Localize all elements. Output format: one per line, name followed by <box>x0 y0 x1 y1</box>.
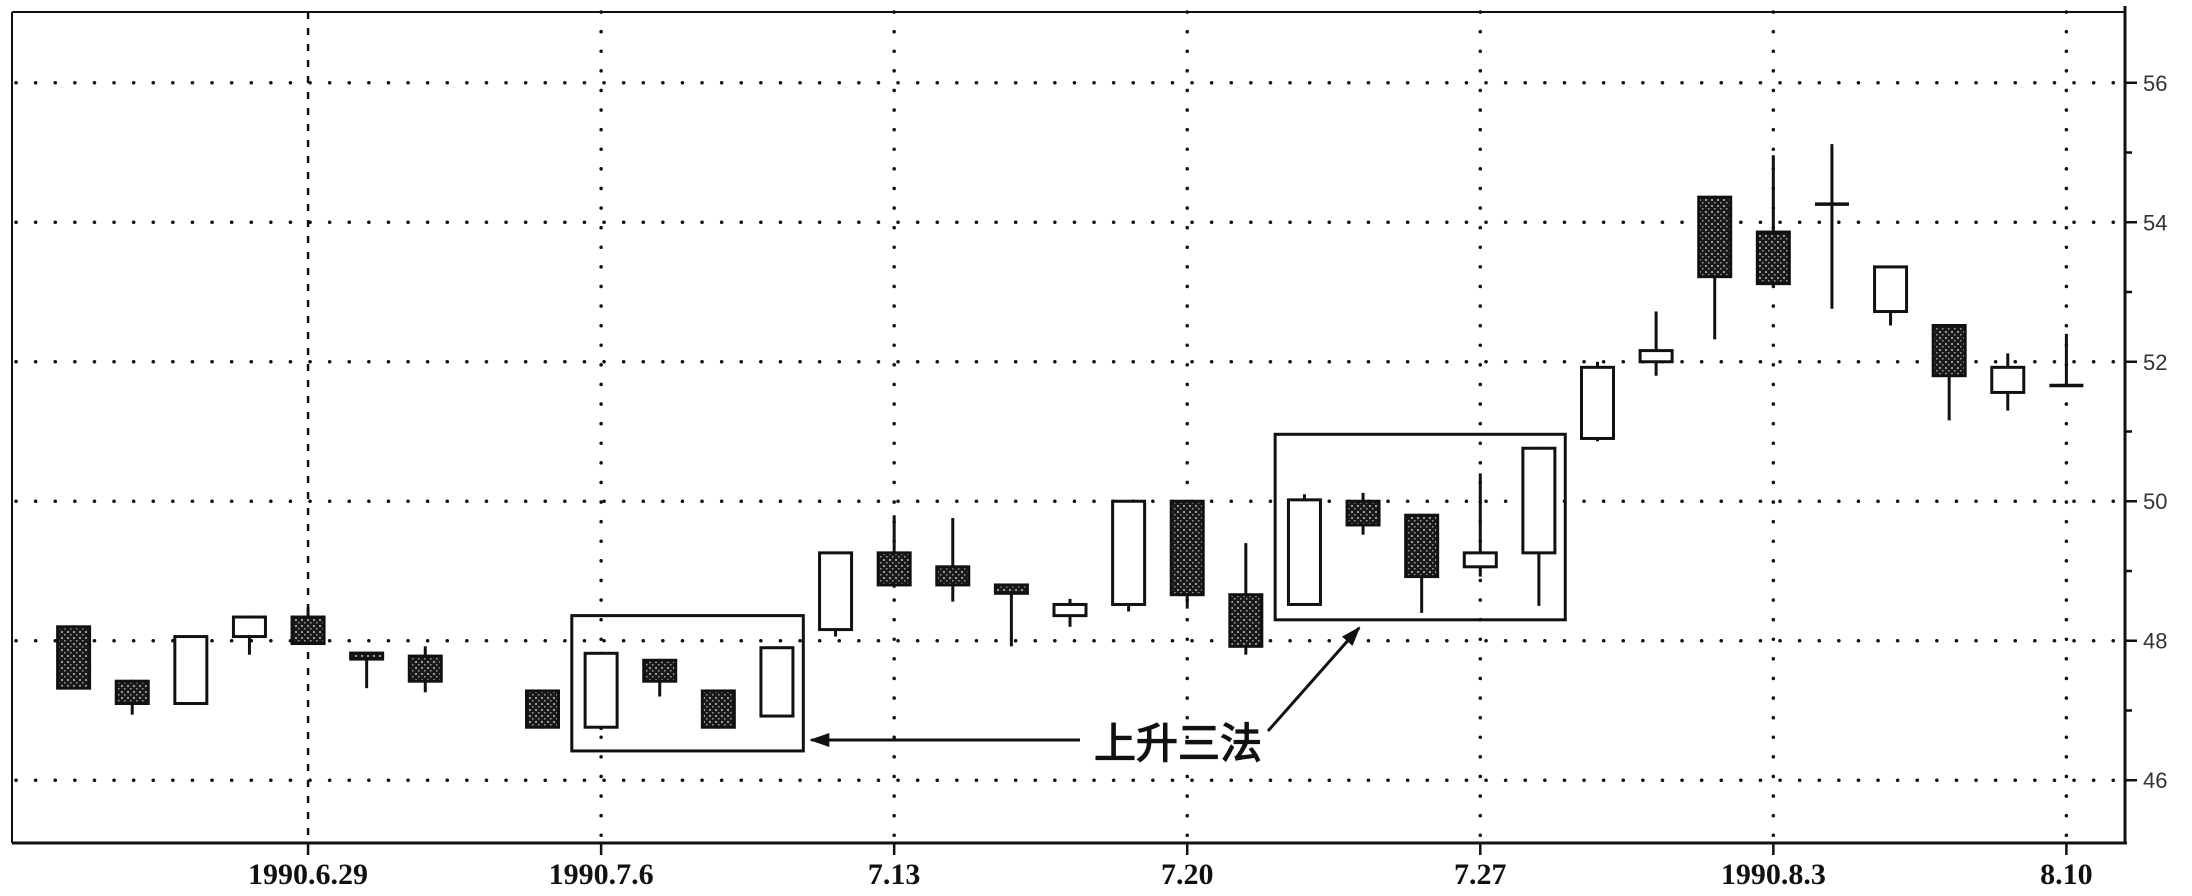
candle <box>114 679 150 715</box>
candle-body-up <box>759 646 795 718</box>
candle <box>1521 446 1557 606</box>
candle <box>1697 195 1733 340</box>
candle-body-down <box>993 583 1029 595</box>
y-tick-label: 54 <box>2143 210 2167 235</box>
candle <box>1286 494 1322 606</box>
candle <box>173 635 209 706</box>
candle <box>583 651 619 731</box>
y-tick-label: 52 <box>2143 350 2167 375</box>
candle <box>759 646 795 718</box>
candle-body-up <box>1462 551 1498 569</box>
annotation-arrows <box>809 626 1361 747</box>
candle <box>525 689 560 729</box>
candle-body-down <box>349 651 385 661</box>
candle-body-down <box>114 679 150 706</box>
candle <box>2049 333 2084 388</box>
candle <box>1931 323 1967 421</box>
candle-body-up <box>1580 365 1615 440</box>
candle-body-down <box>935 565 971 587</box>
candle <box>1228 543 1264 655</box>
candle <box>1755 155 1791 286</box>
candle-body-up <box>1638 349 1674 364</box>
candle-body-up <box>1873 265 1909 314</box>
candle <box>349 651 385 689</box>
candle <box>290 607 326 646</box>
candle-body-down <box>876 551 912 587</box>
candle <box>1169 499 1205 609</box>
y-tick-label: 46 <box>2143 768 2167 793</box>
pattern-box <box>1273 432 1567 622</box>
candle-body-down <box>1697 195 1733 279</box>
x-tick-label: 7.27 <box>1454 858 1507 891</box>
candle <box>642 658 678 697</box>
candle <box>993 583 1029 647</box>
candle <box>1111 499 1147 612</box>
candle-body-down <box>407 654 443 683</box>
pattern-boxes <box>570 432 1567 753</box>
candle-body-up <box>1990 365 2026 394</box>
candle-body-down <box>1931 323 1967 378</box>
candle <box>1462 473 1498 577</box>
candle <box>700 689 736 729</box>
candle-body-down <box>1228 593 1264 648</box>
pattern-box <box>570 614 805 753</box>
candle-body-down <box>642 658 678 683</box>
candles <box>56 144 2084 731</box>
y-tick-label: 48 <box>2143 629 2167 654</box>
candle <box>1990 353 2026 411</box>
candle-body-down <box>1345 499 1381 527</box>
pattern-label: 上升三法 <box>1094 719 1262 768</box>
x-tick-label: 7.13 <box>868 858 921 891</box>
candle-body-up <box>1286 498 1322 606</box>
candle-body-down <box>1755 230 1791 286</box>
candle <box>935 517 971 602</box>
y-tick-label: 50 <box>2143 489 2167 514</box>
candle <box>407 646 443 693</box>
axes: 1990.6.29 1990.7.6 7.13 7.20 7.27 1990.8.3 8.1… <box>11 6 2167 891</box>
candle-body-down <box>290 615 326 646</box>
candle <box>1404 513 1440 613</box>
candle-body-up <box>818 551 854 632</box>
candle <box>1052 598 1088 627</box>
candle-body-down <box>525 689 560 729</box>
candle <box>1814 144 1849 309</box>
candle <box>1580 361 1615 442</box>
candle-body-up <box>231 615 267 639</box>
candle <box>876 515 912 588</box>
x-tick-label: 1990.7.6 <box>549 858 654 891</box>
candle <box>818 551 854 637</box>
candle-body-up <box>1052 602 1088 618</box>
candle-body-up <box>1111 499 1147 606</box>
candle <box>231 615 267 655</box>
x-tick-label: 7.20 <box>1161 858 1214 891</box>
candle-body-up <box>583 651 619 729</box>
candle-body-down <box>700 689 736 729</box>
candle-body-down <box>56 625 92 690</box>
candle-body-down <box>1169 499 1205 597</box>
y-tick-label: 56 <box>2143 71 2167 96</box>
grid-lines <box>14 10 2127 845</box>
x-tick-label: 1990.6.29 <box>248 858 368 891</box>
candle-body-up <box>173 635 209 706</box>
candle <box>56 625 92 690</box>
x-tick-label: 8.10 <box>2040 858 2093 891</box>
candle <box>1873 265 1909 326</box>
arrow-to-box-2 <box>1266 626 1361 732</box>
x-tick-label: 1990.8.3 <box>1721 858 1826 891</box>
candle-body-down <box>1404 513 1440 579</box>
candle <box>1345 492 1381 535</box>
candle <box>1638 311 1674 376</box>
candle-body-up <box>1521 446 1557 555</box>
